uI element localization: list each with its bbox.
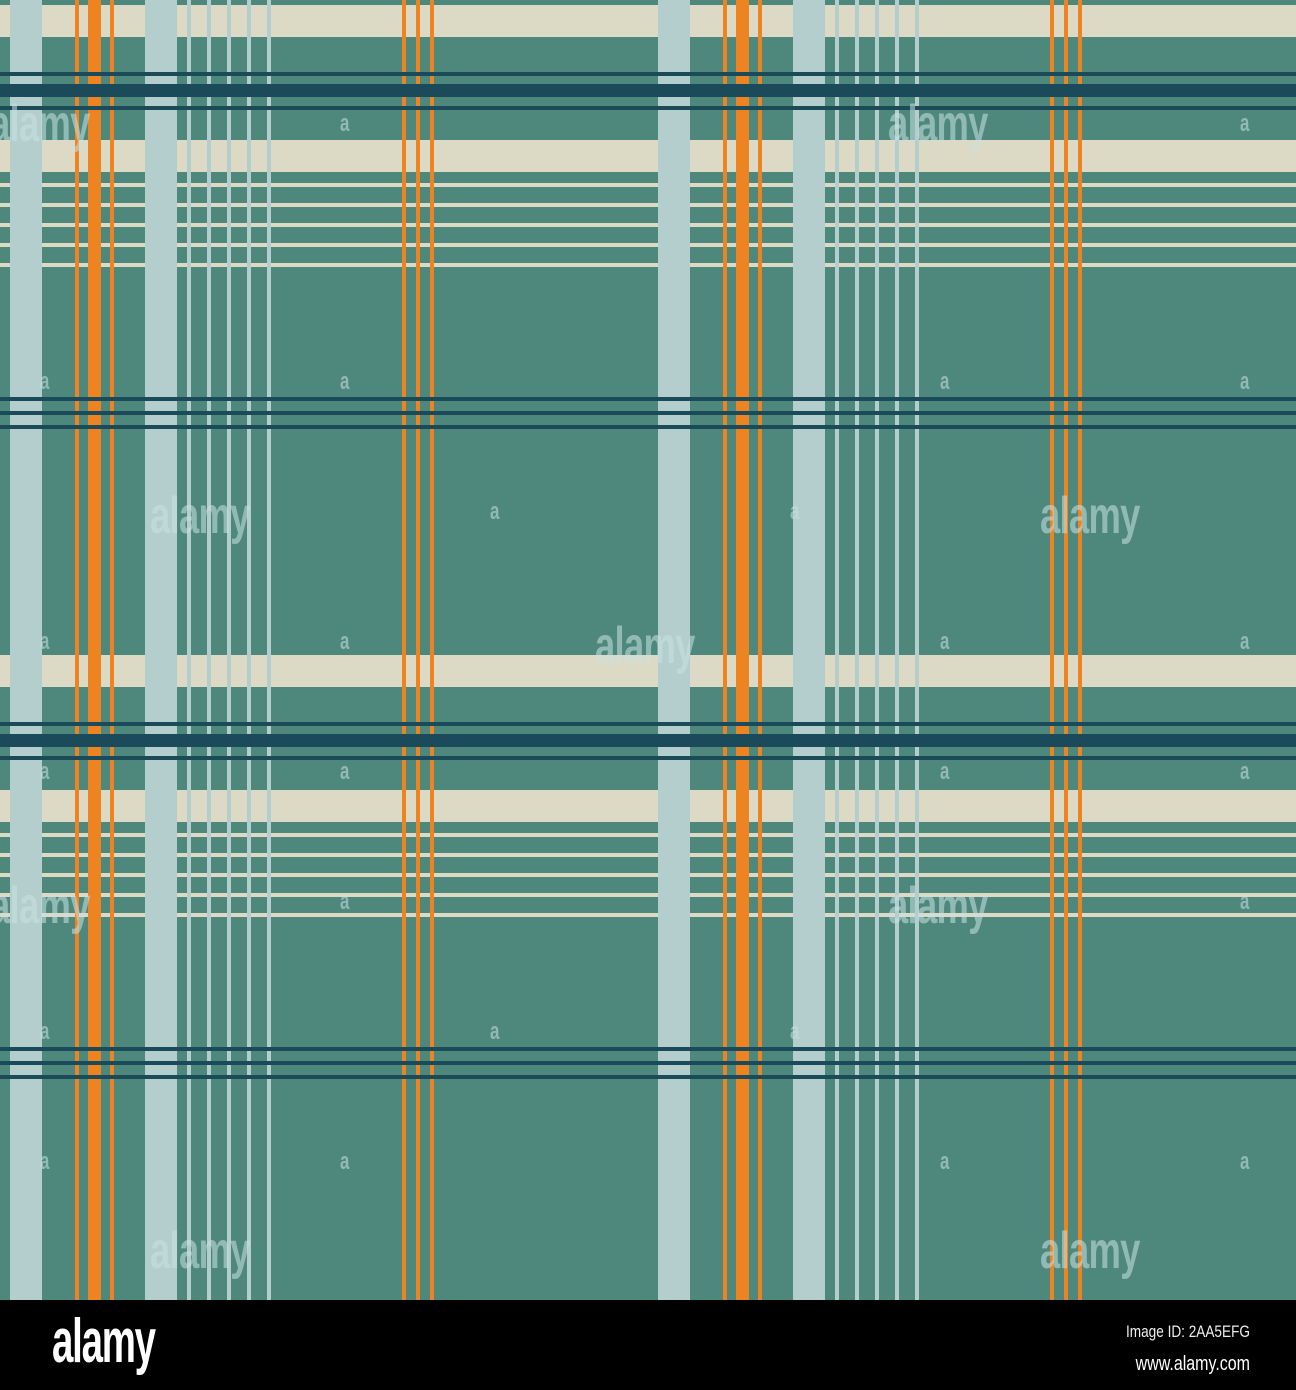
watermark-text: alamy [0, 877, 90, 935]
watermark-letter: a [1240, 888, 1249, 915]
plaid-pattern [0, 0, 1296, 1300]
footer-bar: alamy Image ID: 2AA5EFG www.alamy.com [0, 1300, 1296, 1390]
watermark-letter: a [340, 368, 349, 395]
watermark-letter: a [490, 1018, 499, 1045]
watermark-letter: a [340, 888, 349, 915]
watermark-text: alamy [150, 1222, 250, 1280]
watermark-letter: a [1240, 110, 1249, 137]
image-id: Image ID: 2AA5EFG [1126, 1322, 1250, 1341]
watermark-text: alamy [888, 877, 988, 935]
watermark-letter: a [40, 628, 49, 655]
watermark-letter: a [40, 1018, 49, 1045]
watermark-text: alamy [595, 617, 695, 675]
watermark-letter: a [340, 110, 349, 137]
watermark-letter: a [1240, 1148, 1249, 1175]
watermark-letter: a [340, 758, 349, 785]
watermark-letter: a [340, 1148, 349, 1175]
watermark-text: alamy [150, 487, 250, 545]
watermark-text: alamy [1040, 1222, 1140, 1280]
watermark-letter: a [40, 1148, 49, 1175]
watermark-text: alamy [0, 95, 90, 153]
watermark-letter: a [790, 1018, 799, 1045]
watermark-letter: a [940, 1148, 949, 1175]
watermark-letter: a [40, 758, 49, 785]
watermark-letter: a [1240, 368, 1249, 395]
alamy-logo: alamy [52, 1307, 156, 1376]
watermark-letter: a [490, 498, 499, 525]
watermark-letter: a [940, 758, 949, 785]
watermark-text: alamy [888, 95, 988, 153]
watermark-text: alamy [1040, 487, 1140, 545]
watermark-letter: a [40, 368, 49, 395]
watermark-letter: a [1240, 758, 1249, 785]
watermark-letter: a [940, 628, 949, 655]
site-url[interactable]: www.alamy.com [1135, 1353, 1250, 1375]
watermark-letter: a [340, 628, 349, 655]
watermark-letter: a [790, 498, 799, 525]
watermark-layer: alamy alamy alamy alamy alamy alamy alamy alamy… [0, 95, 1249, 1280]
watermark-letter: a [940, 368, 949, 395]
watermark-letter: a [1240, 628, 1249, 655]
